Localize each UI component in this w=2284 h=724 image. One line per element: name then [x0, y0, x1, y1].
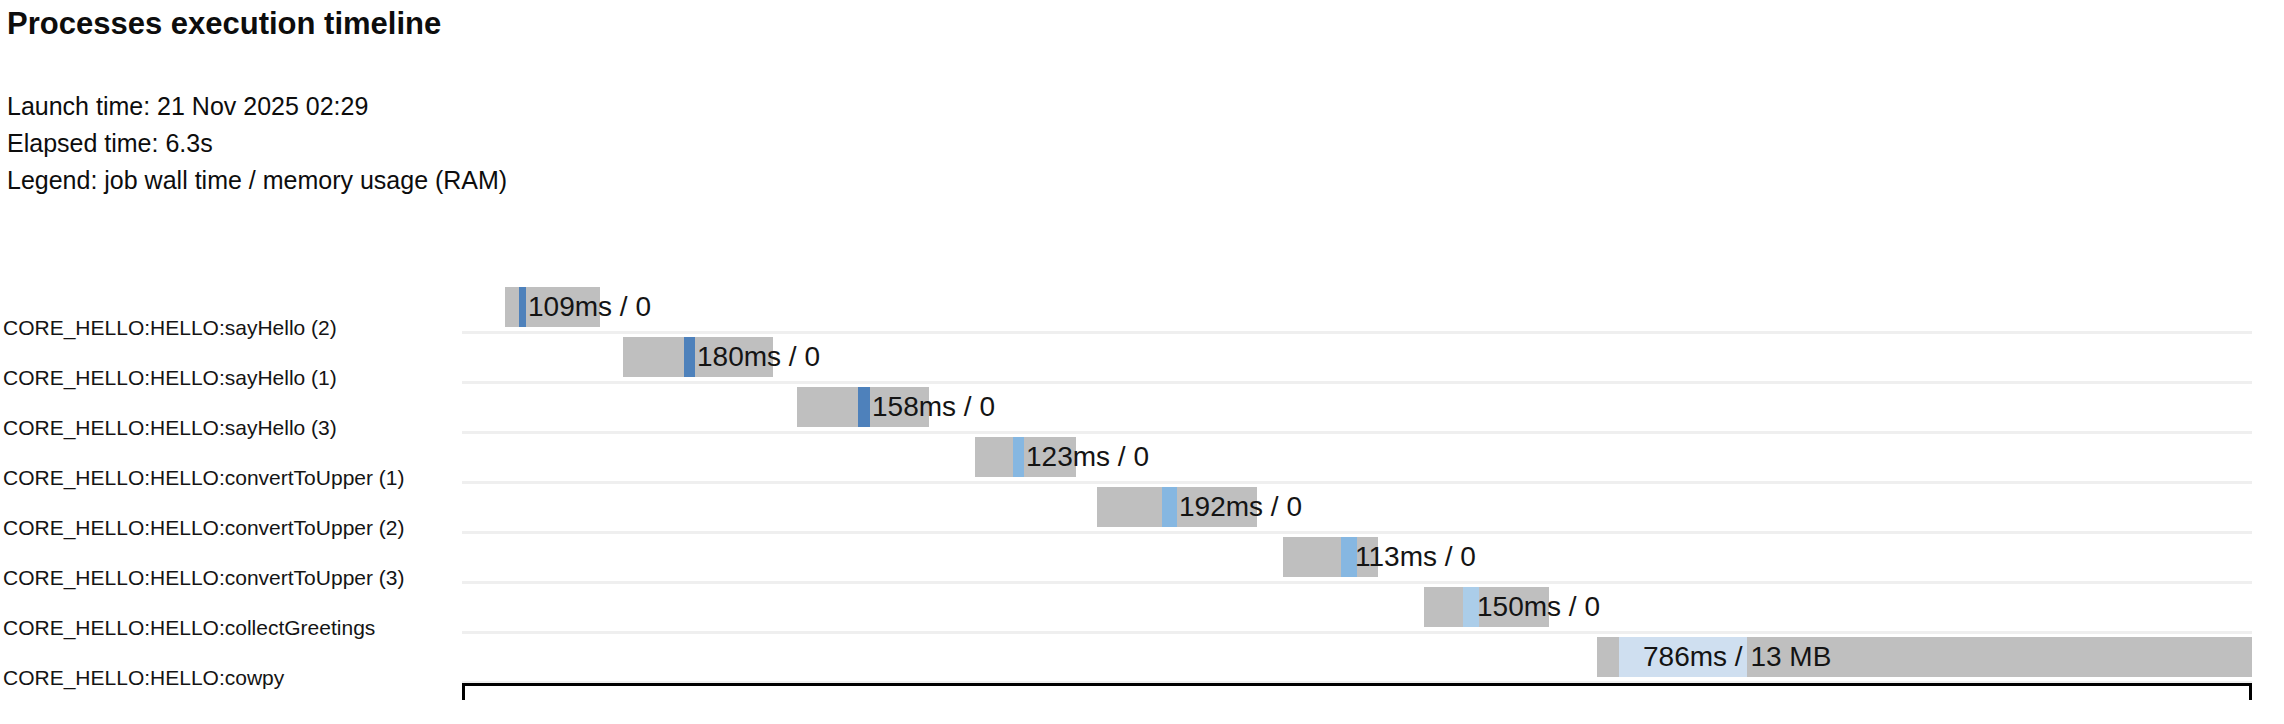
gridline	[462, 631, 2252, 634]
process-label: CORE_HELLO:HELLO:convertToUpper (1)	[3, 467, 405, 489]
process-label: CORE_HELLO:HELLO:cowpy	[3, 667, 284, 689]
task-bar-label: 113ms / 0	[1355, 537, 1476, 577]
gridline	[462, 481, 2252, 484]
task-bar-label: 786ms / 13 MB	[1643, 637, 1831, 677]
x-axis-tick-right	[2249, 683, 2252, 700]
process-label: CORE_HELLO:HELLO:convertToUpper (3)	[3, 567, 405, 589]
gridline	[462, 431, 2252, 434]
task-run-segment	[519, 287, 526, 327]
task-bar-label: 158ms / 0	[872, 387, 995, 427]
task-run-segment	[858, 387, 870, 427]
process-label: CORE_HELLO:HELLO:sayHello (3)	[3, 417, 337, 439]
process-label: CORE_HELLO:HELLO:collectGreetings	[3, 617, 375, 639]
gridline	[462, 331, 2252, 334]
task-run-segment	[1013, 437, 1024, 477]
process-label: CORE_HELLO:HELLO:convertToUpper (2)	[3, 517, 405, 539]
task-bar-label: 123ms / 0	[1026, 437, 1149, 477]
x-axis-tick-left	[462, 683, 465, 700]
task-bar-label: 150ms / 0	[1477, 587, 1600, 627]
gridline	[462, 581, 2252, 584]
process-label: CORE_HELLO:HELLO:sayHello (2)	[3, 317, 337, 339]
task-run-segment	[684, 337, 695, 377]
timeline-report-page: Processes execution timeline Launch time…	[0, 0, 2284, 724]
gridline	[462, 381, 2252, 384]
task-bar-label: 109ms / 0	[528, 287, 651, 327]
timeline-chart: CORE_HELLO:HELLO:sayHello (2) 109ms / 0 CO…	[0, 0, 2284, 724]
gridline	[462, 531, 2252, 534]
task-bar-label: 180ms / 0	[697, 337, 820, 377]
process-label: CORE_HELLO:HELLO:sayHello (1)	[3, 367, 337, 389]
task-bar-label: 192ms / 0	[1179, 487, 1302, 527]
x-axis-line	[462, 683, 2252, 686]
task-run-segment	[1162, 487, 1177, 527]
